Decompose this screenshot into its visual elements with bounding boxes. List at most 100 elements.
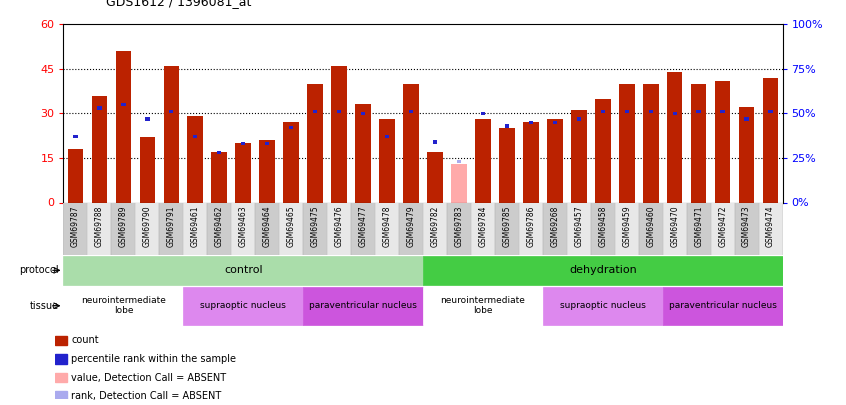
Text: GSM69463: GSM69463 [239, 205, 248, 247]
Bar [184, 202, 207, 255]
Bar [283, 122, 299, 202]
Bar [601, 110, 605, 113]
Text: GSM69471: GSM69471 [695, 205, 703, 247]
Text: GSM69789: GSM69789 [119, 205, 128, 247]
Text: GSM69786: GSM69786 [526, 205, 536, 247]
Text: GSM69464: GSM69464 [263, 205, 272, 247]
Bar [721, 110, 725, 113]
Bar [763, 78, 778, 202]
Bar [55, 373, 67, 382]
Bar [667, 72, 683, 202]
Bar [303, 202, 327, 255]
Bar [552, 121, 557, 124]
Text: GSM69783: GSM69783 [454, 205, 464, 247]
Bar [188, 116, 203, 202]
Bar [715, 81, 730, 202]
Text: GSM69784: GSM69784 [479, 205, 487, 247]
Bar [68, 149, 83, 202]
Text: GSM69477: GSM69477 [359, 205, 367, 247]
Bar [615, 202, 639, 255]
Bar [361, 112, 365, 115]
Bar [691, 84, 706, 202]
Text: paraventricular nucleus: paraventricular nucleus [309, 301, 417, 310]
Text: count: count [71, 335, 99, 345]
Text: control: control [224, 265, 262, 275]
Bar [471, 202, 495, 255]
Bar [543, 202, 567, 255]
Bar [241, 142, 245, 145]
Bar [63, 202, 87, 255]
Text: GSM69476: GSM69476 [335, 205, 343, 247]
Text: GSM69462: GSM69462 [215, 205, 223, 247]
Text: GSM69787: GSM69787 [71, 205, 80, 247]
Bar [159, 202, 184, 255]
Bar [662, 202, 687, 255]
Text: tissue: tissue [30, 301, 59, 311]
Bar [399, 202, 423, 255]
Bar [759, 202, 783, 255]
Bar [619, 84, 634, 202]
Text: GSM69788: GSM69788 [95, 205, 104, 247]
Bar [332, 66, 347, 202]
Bar [643, 84, 658, 202]
Bar [427, 152, 442, 202]
Text: GSM69782: GSM69782 [431, 205, 439, 247]
Bar [696, 110, 700, 113]
Bar [212, 152, 227, 202]
Text: GSM69474: GSM69474 [766, 205, 775, 247]
Bar [279, 202, 303, 255]
Bar [571, 111, 586, 202]
Text: GDS1612 / 1396081_at: GDS1612 / 1396081_at [106, 0, 251, 8]
Bar [140, 137, 155, 202]
Bar [63, 256, 423, 285]
Bar [327, 202, 351, 255]
Bar [457, 160, 461, 163]
Bar [260, 140, 275, 202]
Text: GSM69457: GSM69457 [574, 205, 583, 247]
Text: GSM69790: GSM69790 [143, 205, 151, 247]
Bar [639, 202, 662, 255]
Text: GSM69465: GSM69465 [287, 205, 295, 247]
Text: neurointermediate
lobe: neurointermediate lobe [441, 296, 525, 315]
Text: supraoptic nucleus: supraoptic nucleus [560, 301, 645, 310]
Text: paraventricular nucleus: paraventricular nucleus [668, 301, 777, 310]
Bar [499, 128, 514, 202]
Bar [423, 256, 783, 285]
Bar [409, 110, 413, 113]
Bar [711, 202, 734, 255]
Bar [768, 110, 772, 113]
Text: rank, Detection Call = ABSENT: rank, Detection Call = ABSENT [71, 391, 222, 401]
Text: GSM69475: GSM69475 [310, 205, 320, 247]
Text: GSM69791: GSM69791 [167, 205, 176, 247]
Bar [163, 66, 179, 202]
Text: GSM69458: GSM69458 [598, 205, 607, 247]
Bar [217, 151, 222, 154]
Bar [135, 202, 159, 255]
Bar [595, 98, 611, 202]
Bar [591, 202, 615, 255]
Bar [495, 202, 519, 255]
Bar [55, 336, 67, 345]
Bar [355, 104, 371, 202]
Text: neurointermediate
lobe: neurointermediate lobe [81, 296, 166, 315]
Text: GSM69478: GSM69478 [382, 205, 392, 247]
Bar [55, 354, 67, 364]
Bar [547, 119, 563, 202]
Bar [404, 84, 419, 202]
Bar [447, 202, 471, 255]
Bar [505, 124, 509, 128]
Bar [303, 287, 423, 325]
Text: GSM69473: GSM69473 [742, 205, 751, 247]
Bar [379, 119, 395, 202]
Text: GSM69461: GSM69461 [191, 205, 200, 247]
Bar [481, 112, 485, 115]
Bar [63, 287, 184, 325]
Bar [193, 135, 197, 139]
Bar [433, 140, 437, 144]
Bar [687, 202, 711, 255]
Bar [289, 126, 294, 130]
Bar [567, 202, 591, 255]
Text: GSM69268: GSM69268 [551, 205, 559, 247]
Bar [423, 287, 543, 325]
Bar [385, 135, 389, 139]
